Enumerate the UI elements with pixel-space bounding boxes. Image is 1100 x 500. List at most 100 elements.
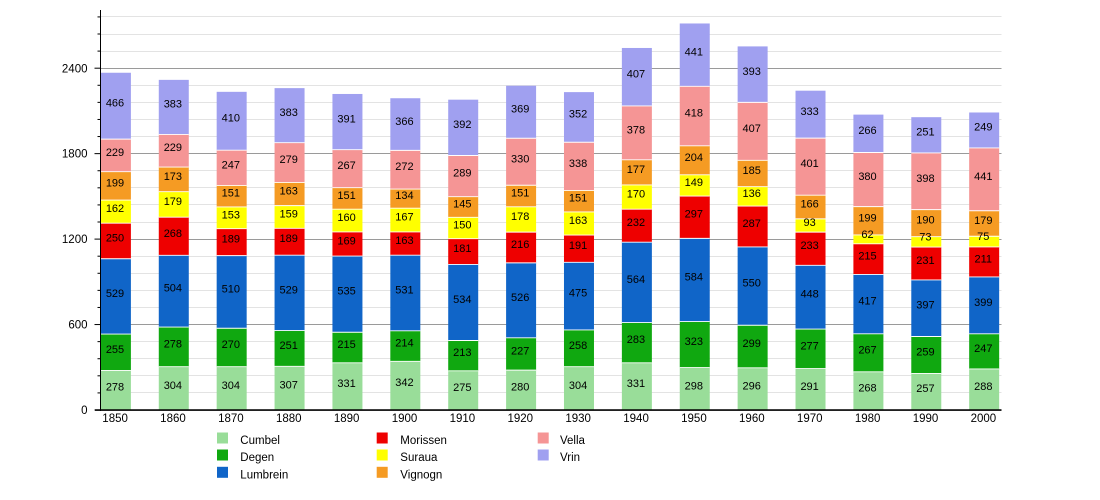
svg-text:204: 204 <box>685 152 703 164</box>
svg-text:287: 287 <box>743 218 761 230</box>
svg-text:1940: 1940 <box>623 413 649 425</box>
svg-text:529: 529 <box>279 284 297 296</box>
svg-text:177: 177 <box>627 164 645 176</box>
svg-text:1880: 1880 <box>276 413 302 425</box>
svg-text:162: 162 <box>106 203 124 215</box>
svg-text:1970: 1970 <box>797 413 823 425</box>
svg-text:418: 418 <box>685 108 703 120</box>
svg-text:166: 166 <box>800 199 818 211</box>
svg-text:232: 232 <box>627 217 645 229</box>
svg-text:163: 163 <box>569 215 587 227</box>
svg-text:216: 216 <box>511 239 529 251</box>
svg-text:1890: 1890 <box>334 413 360 425</box>
svg-text:323: 323 <box>685 336 703 348</box>
svg-text:398: 398 <box>916 173 934 185</box>
svg-text:250: 250 <box>106 232 124 244</box>
svg-text:247: 247 <box>222 159 240 171</box>
svg-text:272: 272 <box>395 161 413 173</box>
svg-text:190: 190 <box>916 215 934 227</box>
svg-text:215: 215 <box>337 339 355 351</box>
svg-text:401: 401 <box>800 158 818 170</box>
svg-text:304: 304 <box>222 380 240 392</box>
svg-text:231: 231 <box>916 255 934 267</box>
svg-text:229: 229 <box>106 147 124 159</box>
svg-text:441: 441 <box>685 46 703 58</box>
svg-text:233: 233 <box>800 240 818 252</box>
svg-text:510: 510 <box>222 283 240 295</box>
svg-text:564: 564 <box>627 274 645 286</box>
svg-text:1930: 1930 <box>565 413 591 425</box>
svg-text:0: 0 <box>81 405 87 417</box>
svg-text:407: 407 <box>743 123 761 135</box>
svg-text:1980: 1980 <box>855 413 881 425</box>
svg-text:1950: 1950 <box>681 413 707 425</box>
svg-text:Lumbrein: Lumbrein <box>240 469 288 481</box>
svg-text:407: 407 <box>627 68 645 80</box>
svg-text:278: 278 <box>164 338 182 350</box>
svg-text:529: 529 <box>106 288 124 300</box>
svg-text:93: 93 <box>803 217 815 229</box>
svg-text:151: 151 <box>569 193 587 205</box>
svg-text:1920: 1920 <box>508 413 534 425</box>
svg-text:214: 214 <box>395 338 413 350</box>
svg-text:280: 280 <box>511 382 529 394</box>
svg-text:136: 136 <box>743 188 761 200</box>
svg-text:333: 333 <box>800 106 818 118</box>
svg-text:Degen: Degen <box>240 452 274 464</box>
svg-text:199: 199 <box>106 177 124 189</box>
svg-text:149: 149 <box>685 177 703 189</box>
svg-text:277: 277 <box>800 340 818 352</box>
svg-text:291: 291 <box>800 381 818 393</box>
svg-text:178: 178 <box>511 211 529 223</box>
svg-text:Morissen: Morissen <box>400 435 447 447</box>
svg-text:267: 267 <box>337 160 355 172</box>
svg-text:153: 153 <box>222 209 240 221</box>
svg-text:160: 160 <box>337 212 355 224</box>
svg-text:Vrin: Vrin <box>560 452 580 464</box>
svg-text:259: 259 <box>916 346 934 358</box>
svg-text:75: 75 <box>977 231 989 243</box>
svg-text:330: 330 <box>511 153 529 165</box>
svg-text:380: 380 <box>858 171 876 183</box>
svg-text:393: 393 <box>743 66 761 78</box>
svg-text:227: 227 <box>511 345 529 357</box>
svg-text:410: 410 <box>222 113 240 125</box>
svg-text:283: 283 <box>627 334 645 346</box>
svg-text:170: 170 <box>627 189 645 201</box>
svg-text:504: 504 <box>164 283 182 295</box>
svg-text:448: 448 <box>800 289 818 301</box>
svg-text:369: 369 <box>511 103 529 115</box>
svg-text:1860: 1860 <box>160 413 186 425</box>
svg-text:391: 391 <box>337 113 355 125</box>
svg-text:145: 145 <box>453 198 471 210</box>
svg-text:2000: 2000 <box>971 413 997 425</box>
svg-text:278: 278 <box>106 382 124 394</box>
svg-text:297: 297 <box>685 209 703 221</box>
svg-text:475: 475 <box>569 288 587 300</box>
svg-text:189: 189 <box>222 234 240 246</box>
svg-text:267: 267 <box>858 344 876 356</box>
svg-text:1900: 1900 <box>392 413 418 425</box>
svg-text:Vella: Vella <box>560 435 586 447</box>
svg-text:199: 199 <box>858 212 876 224</box>
svg-text:331: 331 <box>337 378 355 390</box>
svg-text:167: 167 <box>395 212 413 224</box>
svg-text:1200: 1200 <box>62 234 88 246</box>
svg-text:378: 378 <box>627 124 645 136</box>
svg-text:Cumbel: Cumbel <box>240 435 280 447</box>
svg-text:189: 189 <box>279 233 297 245</box>
svg-text:466: 466 <box>106 97 124 109</box>
svg-text:179: 179 <box>164 196 182 208</box>
svg-text:270: 270 <box>222 339 240 351</box>
svg-text:150: 150 <box>453 219 471 231</box>
svg-text:299: 299 <box>743 338 761 350</box>
svg-text:1870: 1870 <box>218 413 244 425</box>
svg-text:268: 268 <box>858 382 876 394</box>
svg-text:163: 163 <box>395 235 413 247</box>
svg-text:255: 255 <box>106 344 124 356</box>
svg-text:584: 584 <box>685 271 703 283</box>
svg-text:1990: 1990 <box>913 413 939 425</box>
svg-text:526: 526 <box>511 292 529 304</box>
svg-text:397: 397 <box>916 300 934 312</box>
svg-text:181: 181 <box>453 243 471 255</box>
